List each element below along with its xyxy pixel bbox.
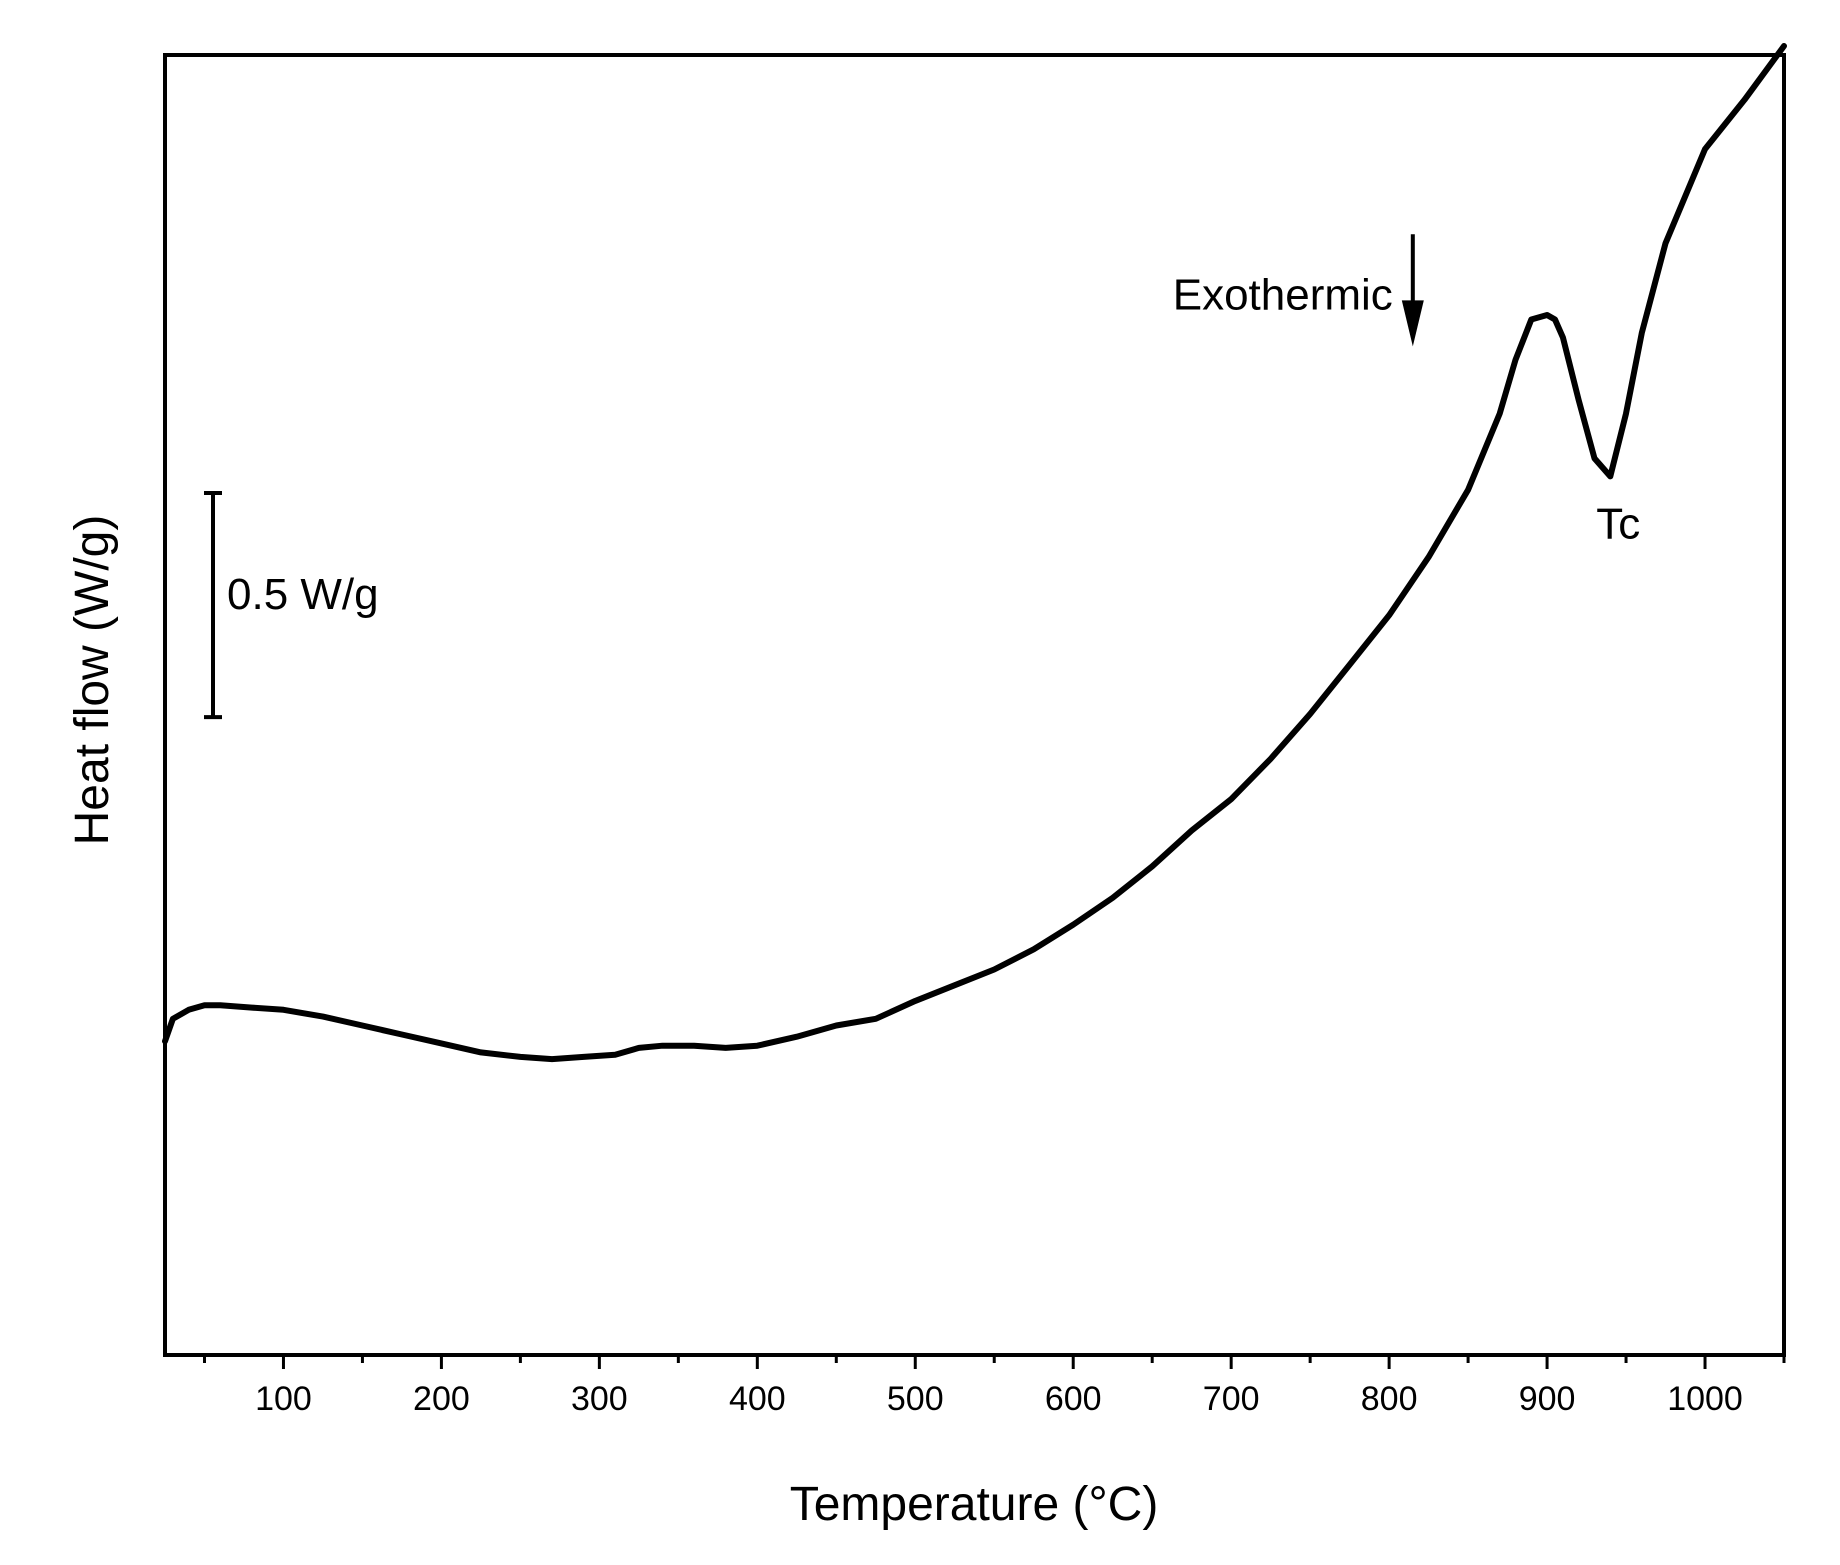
scale-bar-label: 0.5 W/g <box>227 570 379 619</box>
x-tick-label: 700 <box>1203 1380 1260 1418</box>
x-tick-label: 200 <box>413 1380 470 1418</box>
x-tick-label: 800 <box>1361 1380 1418 1418</box>
exothermic-annotation: Exothermic <box>1173 234 1424 347</box>
heat-flow-line <box>162 43 1787 1063</box>
exothermic-label: Exothermic <box>1173 270 1393 319</box>
x-tick-label: 900 <box>1519 1380 1576 1418</box>
x-axis-ticks <box>202 1355 1786 1369</box>
x-axis-title: Temperature (°C) <box>790 1478 1159 1531</box>
y-axis-title: Heat flow (W/g) <box>66 515 119 846</box>
x-axis-tick-labels: 100 200 300 400 500 600 700 800 900 1000 <box>255 1380 1743 1418</box>
tc-label: Tc <box>1596 499 1640 548</box>
x-tick-label: 100 <box>255 1380 312 1418</box>
plot-frame <box>163 53 1786 1357</box>
x-tick-label: 300 <box>571 1380 628 1418</box>
scale-bar: 0.5 W/g <box>204 491 379 720</box>
x-tick-label: 1000 <box>1667 1380 1743 1418</box>
exothermic-arrow-head <box>1401 300 1424 347</box>
x-tick-label: 600 <box>1045 1380 1102 1418</box>
x-tick-label: 400 <box>729 1380 786 1418</box>
x-tick-label: 500 <box>887 1380 944 1418</box>
